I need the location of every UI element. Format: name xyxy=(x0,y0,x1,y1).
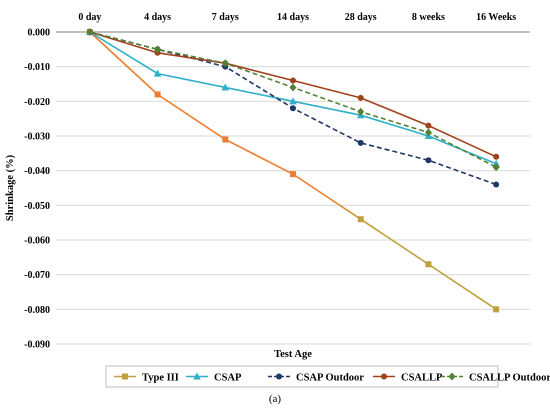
y-tick-label: -0.040 xyxy=(24,166,50,177)
data-point xyxy=(289,83,297,92)
legend: Type III CSAP CSAP Outdoor CSALLP CSALLP Out… xyxy=(105,365,550,388)
series-lines xyxy=(86,28,500,313)
data-point xyxy=(424,128,432,137)
data-point xyxy=(290,77,296,84)
legend-marker xyxy=(122,373,128,380)
y-tick-label: -0.070 xyxy=(24,270,50,281)
data-point xyxy=(357,94,364,101)
legend-item: CSAP xyxy=(186,372,242,383)
legend-label: CSALLP Outdoor xyxy=(469,372,550,383)
y-tick-label: -0.060 xyxy=(24,236,50,247)
data-point xyxy=(357,139,364,146)
data-point xyxy=(289,97,297,105)
legend-label: CSAP Outdoor xyxy=(296,372,364,383)
data-point xyxy=(221,59,229,68)
data-point xyxy=(493,153,500,160)
x-tick-label: 14 days xyxy=(277,12,309,23)
legend-item: CSALLP Outdoor xyxy=(441,372,550,383)
data-point xyxy=(154,45,162,54)
data-point xyxy=(425,261,432,268)
y-tick-label: -0.030 xyxy=(24,132,50,143)
data-point xyxy=(493,181,500,188)
data-point xyxy=(493,306,500,313)
legend-item: CSAP Outdoor xyxy=(268,372,364,383)
y-axis-title: Shrinkage (%) xyxy=(5,154,16,221)
data-point xyxy=(290,105,296,112)
data-point xyxy=(425,157,432,164)
legend-item: CSALLP xyxy=(373,372,443,383)
x-tick-label: 8 weeks xyxy=(412,12,445,23)
legend-marker xyxy=(276,373,282,380)
data-point xyxy=(86,28,94,36)
data-point xyxy=(221,83,230,91)
x-tick-label: 28 days xyxy=(345,12,377,23)
x-tick-label: 7 days xyxy=(212,12,239,23)
y-tick-label: 0.000 xyxy=(28,28,51,39)
data-point xyxy=(290,171,296,178)
x-tick-label: 0 day xyxy=(78,12,101,23)
legend-marker xyxy=(193,372,201,380)
y-tick-label: -0.080 xyxy=(24,305,50,316)
legend-item: Type III xyxy=(114,372,179,383)
data-point xyxy=(425,122,432,129)
figure-caption: (a) xyxy=(269,393,282,405)
legend-box xyxy=(105,365,499,388)
legend-label: CSALLP xyxy=(401,372,443,383)
data-point xyxy=(357,216,364,223)
y-tick-label: -0.010 xyxy=(24,62,50,73)
x-tick-labels: 0 day 4 days 7 days 14 days 28 days 8 weeks 16… xyxy=(78,12,516,23)
x-tick-label: 16 Weeks xyxy=(476,12,516,23)
series-csap-outdoor xyxy=(86,29,500,188)
legend-label: Type III xyxy=(142,372,179,383)
series-csap xyxy=(86,28,500,167)
data-point xyxy=(222,136,229,143)
series-csallp-outdoor xyxy=(86,28,500,172)
x-tick-label: 4 days xyxy=(144,12,171,23)
y-tick-label: -0.020 xyxy=(24,97,50,108)
y-tick-labels: 0.000 -0.010 -0.020 -0.030 -0.040 -0.050 -0.06… xyxy=(24,28,50,351)
x-axis-title: Test Age xyxy=(274,349,312,360)
gridlines xyxy=(56,31,530,345)
data-point xyxy=(153,69,162,77)
y-tick-label: -0.050 xyxy=(24,201,50,212)
y-tick-label: -0.090 xyxy=(24,340,50,351)
legend-label: CSAP xyxy=(214,372,242,383)
legend-marker xyxy=(381,373,387,380)
data-point xyxy=(357,107,365,116)
data-point xyxy=(492,163,500,172)
legend-marker xyxy=(448,372,456,381)
data-point xyxy=(154,91,161,98)
